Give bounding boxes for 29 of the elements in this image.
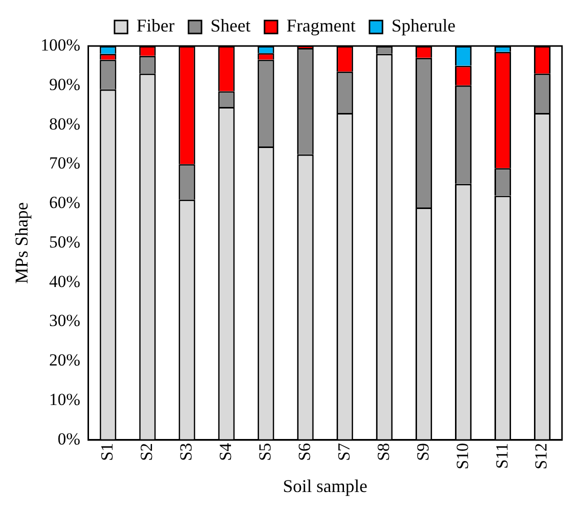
legend-label: Sheet xyxy=(210,16,251,36)
x-tick-label: S5 xyxy=(255,442,274,461)
y-tick-label: 50% xyxy=(49,232,80,252)
y-axis-title: MPs Shape xyxy=(12,202,32,284)
y-tick-label: 20% xyxy=(49,350,80,370)
y-tick-label: 60% xyxy=(49,193,80,212)
y-tick-label: 100% xyxy=(40,35,80,54)
legend-label: Fragment xyxy=(286,16,356,36)
y-tick-label: 70% xyxy=(49,154,80,173)
y-tick-label: 40% xyxy=(49,272,80,291)
x-axis-title: Soil sample xyxy=(282,476,368,496)
x-tick-label: S6 xyxy=(294,442,314,461)
y-tick-label: 80% xyxy=(49,114,80,134)
y-tick-label: 30% xyxy=(49,311,80,330)
x-tick-label: S11 xyxy=(492,442,512,469)
x-tick-label: S12 xyxy=(532,442,551,470)
x-tick-label: S9 xyxy=(413,442,432,461)
x-tick-label: S3 xyxy=(176,442,196,461)
x-tick-label: S1 xyxy=(97,442,116,461)
x-tick-label: S4 xyxy=(216,442,235,461)
x-tick-label: S2 xyxy=(136,442,156,461)
x-tick-label: S7 xyxy=(334,442,354,461)
y-tick-label: 90% xyxy=(49,74,80,94)
legend-label: Spherule xyxy=(391,16,456,36)
y-tick-label: 0% xyxy=(58,429,80,448)
legend-label: Fiber xyxy=(136,16,175,36)
x-tick-label: S8 xyxy=(374,442,393,461)
y-tick-label: 10% xyxy=(49,390,80,410)
x-tick-label: S10 xyxy=(452,442,472,470)
